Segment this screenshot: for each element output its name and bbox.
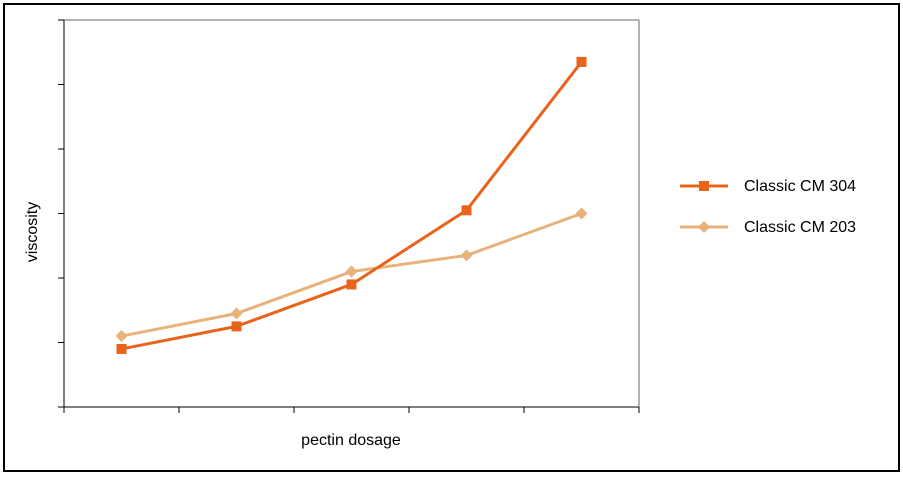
data-point-series-2 xyxy=(345,265,358,278)
legend-label: Classic CM 203 xyxy=(744,219,856,236)
legend-item: Classic CM 304 xyxy=(680,178,856,195)
series-markers xyxy=(115,56,588,354)
data-point-series-1 xyxy=(576,56,587,67)
data-point-series-1 xyxy=(461,205,472,216)
axis-ticks xyxy=(58,19,640,413)
legend-marker xyxy=(698,221,710,233)
legend-marker xyxy=(699,181,709,191)
data-point-series-1 xyxy=(116,343,127,354)
x-axis-label: pectin dosage xyxy=(301,432,401,449)
legend-item: Classic CM 203 xyxy=(680,219,856,236)
data-point-series-2 xyxy=(460,249,473,262)
data-point-series-2 xyxy=(115,330,128,343)
chart-border xyxy=(3,3,900,472)
data-point-series-2 xyxy=(230,307,243,320)
data-point-series-2 xyxy=(575,207,588,220)
data-point-series-1 xyxy=(231,321,242,332)
legend-label: Classic CM 304 xyxy=(744,178,856,195)
data-point-series-1 xyxy=(346,279,357,290)
legend: Classic CM 304 Classic CM 203 xyxy=(680,178,856,236)
y-axis-label: viscosity xyxy=(24,202,41,262)
